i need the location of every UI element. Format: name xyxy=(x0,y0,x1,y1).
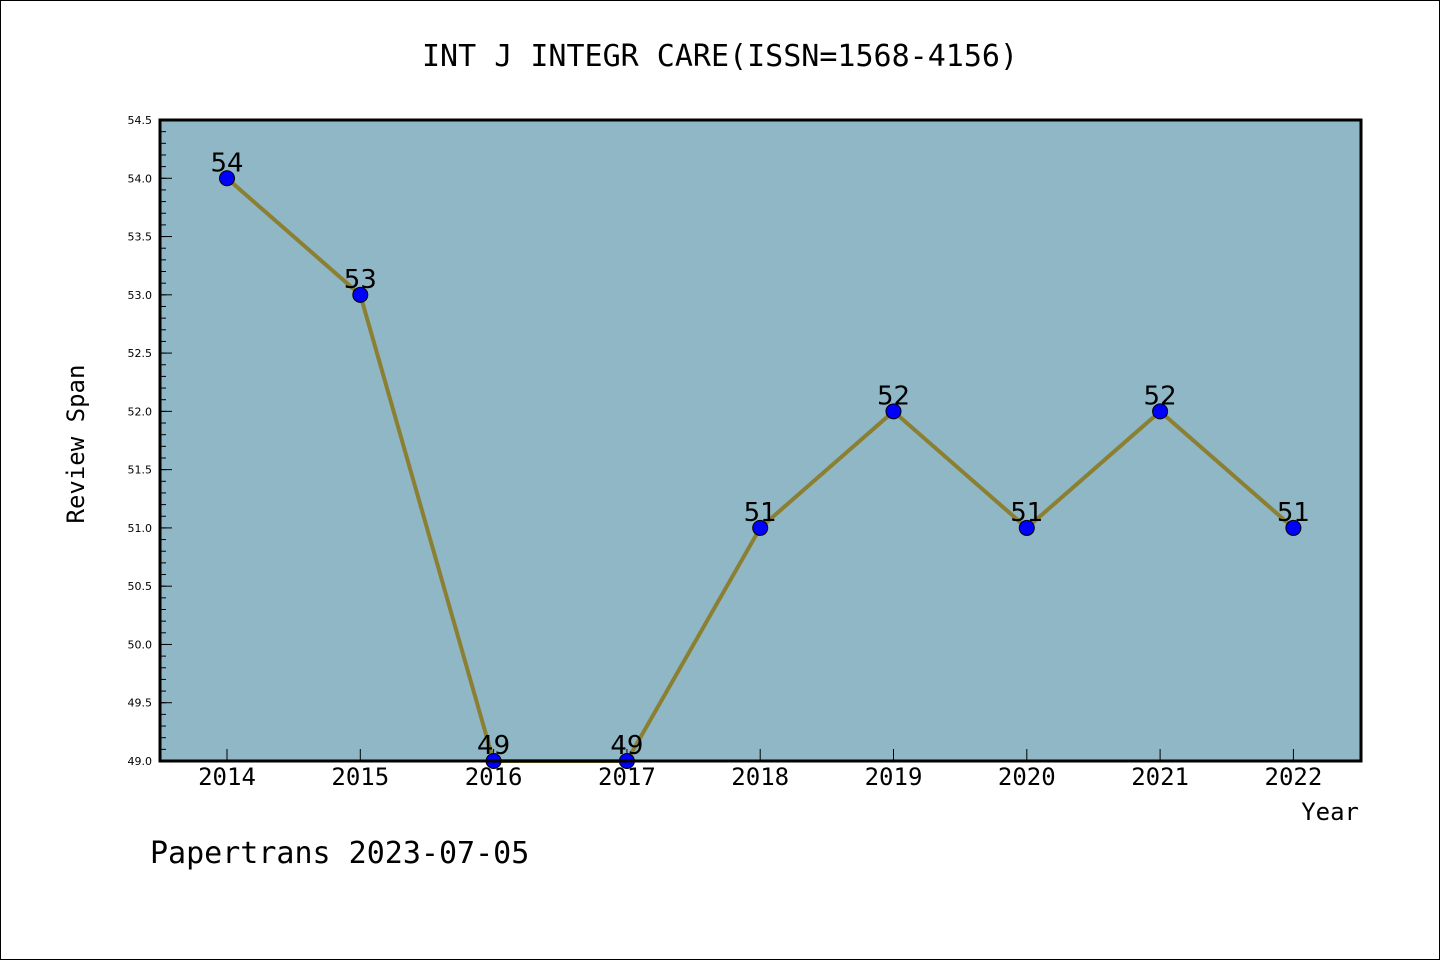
x-tick-label: 2018 xyxy=(731,763,789,791)
data-label: 52 xyxy=(1144,381,1177,411)
footer-text: Papertrans 2023-07-05 xyxy=(150,836,529,871)
x-tick-label: 2019 xyxy=(865,763,923,791)
y-tick-label: 49.0 xyxy=(128,755,153,768)
data-label: 52 xyxy=(877,381,910,411)
data-label: 54 xyxy=(210,148,243,178)
y-tick-label: 52.0 xyxy=(128,405,153,418)
x-tick-label: 2021 xyxy=(1131,763,1189,791)
x-axis-label: Year xyxy=(1301,798,1359,826)
data-point xyxy=(219,170,235,187)
x-tick-label: 2022 xyxy=(1265,763,1323,791)
plot-area xyxy=(160,120,1361,761)
y-axis-label: Review Span xyxy=(62,365,90,524)
y-tick-label: 53.5 xyxy=(128,231,153,244)
data-label: 49 xyxy=(477,731,510,761)
y-tick-label: 54.0 xyxy=(128,172,153,185)
x-tick-label: 2014 xyxy=(198,763,256,791)
data-label: 53 xyxy=(344,265,377,295)
data-label: 51 xyxy=(1010,498,1043,528)
y-tick-label: 51.5 xyxy=(128,464,153,477)
y-tick-label: 52.5 xyxy=(128,347,153,360)
y-tick-label: 54.5 xyxy=(128,114,153,127)
y-tick-label: 50.5 xyxy=(128,580,153,593)
chart-title: INT J INTEGR CARE(ISSN=1568-4156) xyxy=(422,39,1018,74)
x-tick-label: 2020 xyxy=(998,763,1056,791)
data-point xyxy=(752,519,769,536)
data-point xyxy=(885,403,902,420)
y-tick-label: 51.0 xyxy=(128,522,153,535)
data-labels: 54 53 49 49 51 52 51 52 51 xyxy=(210,148,1309,761)
data-label: 51 xyxy=(1277,498,1310,528)
data-point xyxy=(1018,519,1035,536)
data-point xyxy=(1285,519,1302,536)
y-tick-label: 53.0 xyxy=(128,289,153,302)
x-tick-label: 2015 xyxy=(331,763,389,791)
y-tick-label: 50.0 xyxy=(128,638,153,651)
y-tick-label: 49.5 xyxy=(128,697,153,710)
data-label: 49 xyxy=(610,731,643,761)
x-axis: 2014 2015 2016 2017 2018 2019 2020 2021 2022 xyxy=(198,749,1322,791)
plot-border xyxy=(158,118,1363,763)
data-point xyxy=(1152,403,1169,420)
data-point xyxy=(352,286,369,303)
data-label: 51 xyxy=(744,498,777,528)
